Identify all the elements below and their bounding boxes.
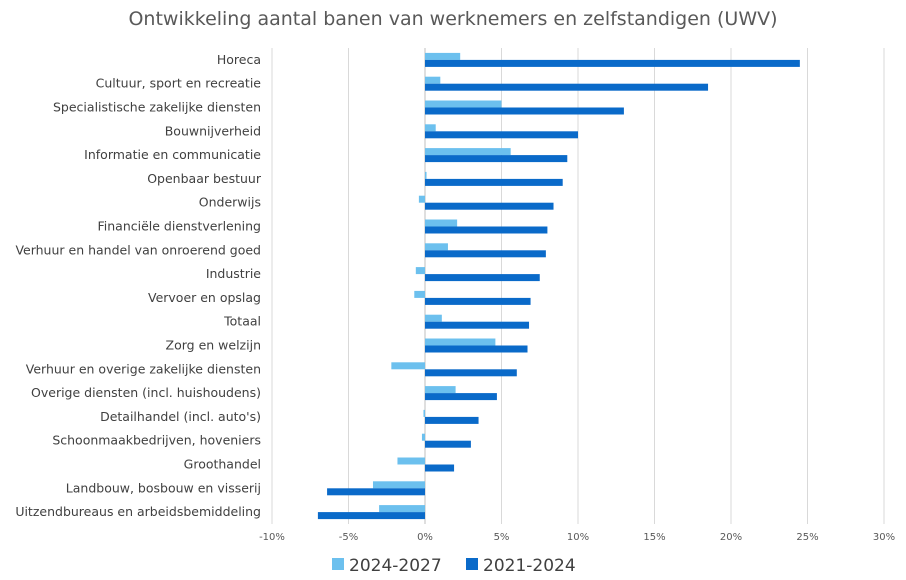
legend-item: 2021-2024 — [466, 556, 576, 576]
bar-2021-2024 — [425, 297, 531, 305]
category-label: Financiële dienstverlening — [97, 219, 261, 234]
bar-2024-2027 — [423, 409, 425, 417]
bar-2021-2024 — [425, 345, 528, 353]
bar-2021-2024 — [425, 393, 497, 401]
x-tick-label: -10% — [259, 532, 285, 543]
category-label: Informatie en communicatie — [84, 147, 261, 162]
category-label: Totaal — [223, 314, 261, 329]
bar-2021-2024 — [317, 512, 425, 520]
x-tick-label: 25% — [796, 532, 818, 543]
x-tick-label: 0% — [417, 532, 433, 543]
category-label: Verhuur en overige zakelijke diensten — [26, 361, 261, 376]
category-label: Specialistische zakelijke diensten — [53, 100, 261, 115]
bar-2024-2027 — [379, 505, 425, 513]
category-label: Cultuur, sport en recreatie — [96, 76, 262, 91]
x-tick-label: -5% — [339, 532, 358, 543]
bar-2024-2027 — [425, 124, 436, 132]
bar-2021-2024 — [425, 83, 709, 91]
category-label: Verhuur en handel van onroerend goed — [15, 242, 261, 257]
bar-2021-2024 — [425, 440, 471, 448]
category-label: Zorg en welzijn — [166, 338, 261, 353]
bar-2024-2027 — [425, 314, 442, 322]
legend-swatch — [332, 558, 344, 570]
bar-2024-2027 — [418, 195, 425, 203]
category-label: Industrie — [206, 266, 261, 281]
bar-2024-2027 — [415, 267, 425, 275]
bars — [317, 52, 800, 520]
x-tick-label: 30% — [873, 532, 895, 543]
bar-2021-2024 — [425, 107, 624, 115]
legend-label: 2021-2024 — [483, 556, 576, 576]
category-label: Openbaar bestuur — [147, 171, 262, 186]
category-label: Detailhandel (incl. auto's) — [100, 409, 261, 424]
category-label: Groothandel — [184, 457, 261, 472]
bar-2021-2024 — [425, 155, 568, 163]
category-labels: Horeca Cultuur, sport en recreatie Special… — [15, 52, 262, 519]
category-label: Uitzendbureaus en arbeidsbemiddeling — [15, 504, 261, 519]
bar-2021-2024 — [425, 178, 563, 186]
bar-2024-2027 — [425, 386, 456, 394]
bar-2024-2027 — [425, 219, 458, 227]
category-label: Horeca — [217, 52, 261, 67]
legend-swatch — [466, 558, 478, 570]
legend-item: 2024-2027 — [332, 556, 442, 576]
bar-2021-2024 — [425, 250, 546, 258]
bar-2021-2024 — [327, 488, 425, 496]
bar-2021-2024 — [425, 321, 530, 329]
category-label: Bouwnijverheid — [165, 123, 261, 138]
bar-2021-2024 — [425, 59, 800, 67]
bar-2021-2024 — [425, 274, 540, 282]
x-tick-label: 10% — [567, 532, 589, 543]
bar-2021-2024 — [425, 464, 455, 472]
x-tick-label: 15% — [643, 532, 665, 543]
bar-2024-2027 — [391, 362, 425, 370]
bar-2021-2024 — [425, 202, 554, 210]
bar-2024-2027 — [425, 100, 502, 108]
chart-title: Ontwikkeling aantal banen van werknemers… — [128, 8, 777, 30]
bar-2024-2027 — [425, 76, 441, 84]
bar-2021-2024 — [425, 131, 578, 139]
bar-2021-2024 — [425, 226, 548, 234]
bar-2024-2027 — [425, 148, 511, 156]
bar-2024-2027 — [372, 481, 425, 489]
x-tick-labels: -10% -5% 0% 5% 10% 15% 20% 25% 30% — [259, 532, 895, 543]
category-label: Onderwijs — [199, 195, 261, 210]
category-label: Overige diensten (incl. huishoudens) — [31, 385, 261, 400]
bar-2024-2027 — [425, 338, 496, 346]
legend-label: 2024-2027 — [349, 556, 442, 576]
bar-2024-2027 — [421, 433, 425, 441]
category-label: Schoonmaakbedrijven, hoveniers — [52, 433, 261, 448]
x-tick-label: 20% — [720, 532, 742, 543]
bar-2024-2027 — [425, 243, 448, 251]
bar-2024-2027 — [425, 171, 427, 179]
bar-2021-2024 — [425, 369, 517, 377]
x-tick-label: 5% — [494, 532, 510, 543]
bar-2024-2027 — [425, 52, 461, 60]
bar-2024-2027 — [397, 457, 425, 465]
category-label: Landbouw, bosbouw en visserij — [66, 480, 261, 495]
bar-2021-2024 — [425, 416, 479, 424]
category-label: Vervoer en opslag — [148, 290, 261, 305]
gridlines — [271, 48, 885, 524]
bar-2024-2027 — [414, 290, 425, 298]
legend: 2024-2027 2021-2024 — [332, 556, 576, 576]
